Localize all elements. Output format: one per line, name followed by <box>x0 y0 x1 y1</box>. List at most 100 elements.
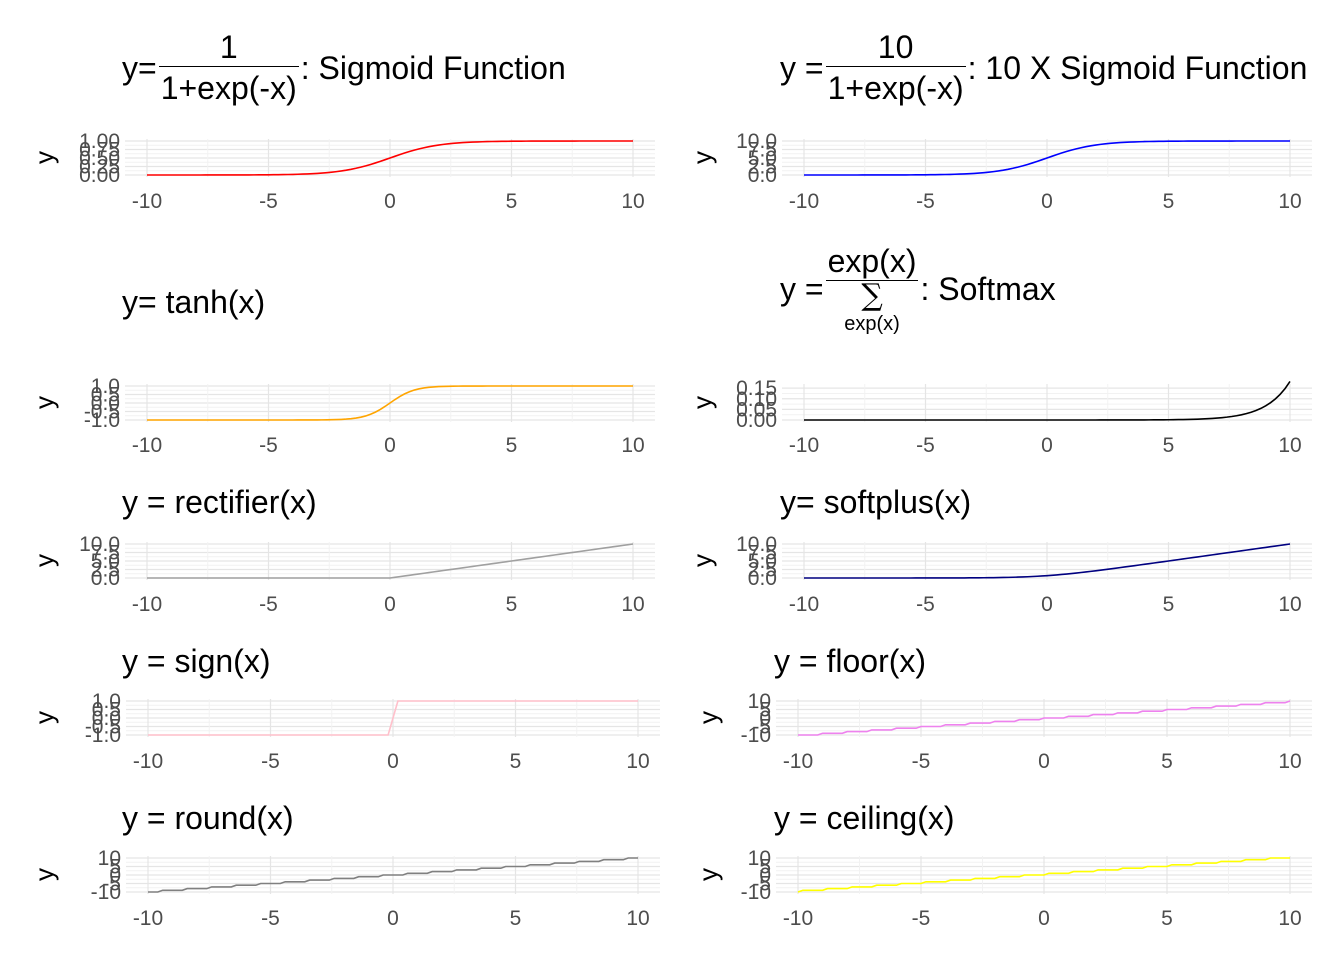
x-tick-label: 10 <box>1278 434 1301 457</box>
x-tick-label: -5 <box>916 434 935 457</box>
chart-title: y = floor(x) <box>774 643 926 680</box>
chart-title: y = sign(x) <box>122 643 270 680</box>
fraction-numerator: 1 <box>158 28 299 67</box>
series-line <box>148 700 638 736</box>
series-line <box>147 543 634 579</box>
y-tick-label: 5 <box>109 856 121 879</box>
chart-title: y= tanh(x) <box>122 284 265 321</box>
x-tick-label: -10 <box>783 907 813 930</box>
chart-title: y = exp(x) ∑ exp(x): Softmax <box>780 242 1056 337</box>
y-tick-label: 2.5 <box>91 559 120 582</box>
y-tick-label: -5 <box>752 716 771 739</box>
y-tick-label: 0.0 <box>91 567 120 590</box>
series-line <box>804 140 1290 176</box>
y-tick-label: 0.15 <box>736 377 777 400</box>
title-prefix: y= <box>122 50 157 86</box>
y-tick-label: 0 <box>759 707 771 730</box>
x-tick-label: 5 <box>1163 190 1175 213</box>
x-tick-label: -10 <box>132 190 162 213</box>
x-tick-label: -10 <box>783 750 813 773</box>
x-tick-label: 0 <box>384 593 396 616</box>
x-tick-label: 5 <box>1163 434 1175 457</box>
x-tick-label: 0 <box>1041 593 1053 616</box>
title-suffix: : 10 X Sigmoid Function <box>967 50 1308 86</box>
x-tick-label: 10 <box>621 593 644 616</box>
y-tick-label: -0.5 <box>84 401 120 424</box>
chart-title: y = ceiling(x) <box>774 800 955 837</box>
x-tick-label: 10 <box>621 434 644 457</box>
chart-title: y = 10 1+exp(-x): 10 X Sigmoid Function <box>780 28 1307 109</box>
x-tick-label: 5 <box>510 907 522 930</box>
x-tick-label: 5 <box>1161 750 1173 773</box>
series-line <box>804 543 1291 579</box>
y-tick-label: 2.5 <box>748 559 777 582</box>
y-tick-label: 0.25 <box>79 156 120 179</box>
chart-title: y = rectifier(x) <box>122 484 317 521</box>
x-tick-label: 0 <box>384 434 396 457</box>
x-tick-label: 5 <box>510 750 522 773</box>
y-tick-label: 10.0 <box>79 533 120 556</box>
x-tick-label: 5 <box>506 190 518 213</box>
y-tick-label: -5 <box>752 873 771 896</box>
x-tick-label: 5 <box>1161 907 1173 930</box>
series-line <box>804 381 1291 421</box>
title-prefix: y = <box>780 50 824 86</box>
x-tick-label: 0 <box>384 190 396 213</box>
y-tick-label: 0.00 <box>79 164 120 187</box>
fraction-numerator: 10 <box>825 28 966 67</box>
x-tick-label: -5 <box>259 434 278 457</box>
y-tick-label: 0.0 <box>748 164 777 187</box>
series-line <box>797 857 1290 893</box>
y-tick-label: -10 <box>741 881 771 904</box>
y-tick-label: 0.10 <box>736 388 777 411</box>
y-tick-label: 0 <box>759 864 771 887</box>
fraction-numerator: exp(x) <box>825 243 919 281</box>
y-tick-label: 0.05 <box>736 398 777 421</box>
x-tick-label: 0 <box>1038 750 1050 773</box>
title-prefix: y = <box>780 271 824 307</box>
y-tick-label: 0.5 <box>92 699 121 722</box>
y-tick-label: 5.0 <box>748 147 777 170</box>
title-text: y = rectifier(x) <box>122 484 317 520</box>
y-tick-label: 1.0 <box>91 375 120 398</box>
x-tick-label: 10 <box>1278 750 1301 773</box>
y-tick-label: 1.0 <box>92 690 121 713</box>
title-fraction: 1 1+exp(-x) <box>158 28 299 109</box>
fraction-denominator: 1+exp(-x) <box>827 70 964 106</box>
sum-symbol: ∑ <box>861 278 883 313</box>
sum-subscript: exp(x) <box>844 313 900 335</box>
x-tick-label: 10 <box>626 750 649 773</box>
y-tick-label: 0.00 <box>736 409 777 432</box>
fraction-denominator: ∑ exp(x) <box>826 281 919 337</box>
y-tick-label: 0 <box>109 864 121 887</box>
x-tick-label: 0 <box>1041 434 1053 457</box>
y-tick-label: -1.0 <box>85 724 121 747</box>
x-tick-label: -10 <box>789 593 819 616</box>
y-tick-label: 5 <box>759 856 771 879</box>
y-tick-label: 0.75 <box>79 139 120 162</box>
title-suffix: : Softmax <box>920 271 1056 307</box>
x-tick-label: -10 <box>132 434 162 457</box>
x-tick-label: -5 <box>916 190 935 213</box>
x-tick-label: 10 <box>621 190 644 213</box>
y-tick-label: 0.0 <box>92 707 121 730</box>
y-tick-label: 5.0 <box>748 550 777 573</box>
x-tick-label: 5 <box>1163 593 1175 616</box>
x-tick-label: 0 <box>387 907 399 930</box>
title-suffix: : Sigmoid Function <box>300 50 566 86</box>
x-tick-label: 0 <box>1041 190 1053 213</box>
x-tick-label: -5 <box>912 750 931 773</box>
x-tick-label: -10 <box>789 190 819 213</box>
x-tick-label: 5 <box>506 593 518 616</box>
title-text: y= softplus(x) <box>780 484 972 520</box>
